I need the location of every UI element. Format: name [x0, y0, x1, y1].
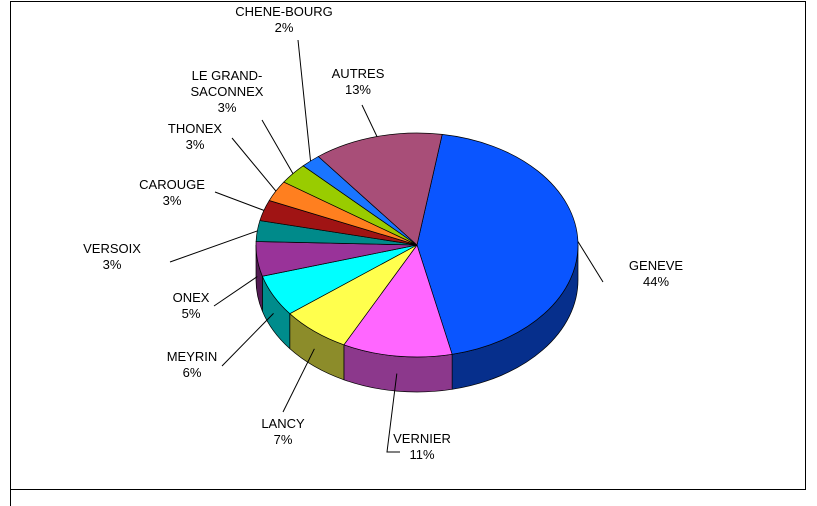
slice-percent: 3% [162, 193, 182, 208]
slice-name: VERNIER [393, 431, 451, 446]
slice-label: LE GRAND-SACONNEX 3% [177, 68, 277, 116]
slice-percent: 3% [185, 137, 205, 152]
slice-label: LANCY 7% [261, 416, 304, 448]
slice-name: CAROUGE [139, 177, 205, 192]
slice-name: LANCY [261, 416, 305, 431]
slice-name: ONEX [172, 290, 210, 305]
leader-line [213, 276, 258, 307]
slice-name: MEYRIN [166, 349, 218, 364]
slice-percent: 6% [182, 365, 202, 380]
slice-label: VERNIER 11% [393, 431, 451, 463]
slice-label: CHENE-BOURG 2% [235, 4, 333, 36]
slice-percent: 5% [181, 306, 201, 321]
slice [317, 132, 443, 246]
slice-name: VERSOIX [83, 241, 141, 256]
slice-percent: 7% [273, 432, 293, 447]
slice-label: THONEX 3% [168, 121, 222, 153]
slice-percent: 2% [274, 20, 294, 35]
slice-percent: 3% [102, 257, 122, 272]
leader-line [361, 104, 378, 137]
slice-label: VERSOIX 3% [83, 241, 141, 273]
slice-name: THONEX [167, 121, 223, 136]
leader-line [261, 119, 294, 174]
slice-percent: 44% [642, 274, 670, 289]
leader-line [577, 241, 604, 283]
leader-line [282, 348, 315, 413]
slice-percent: 11% [409, 447, 435, 462]
slice-label: ONEX 5% [173, 290, 210, 322]
slice-label: GENEVE 44% [629, 258, 683, 290]
slice-label: AUTRES 13% [332, 66, 385, 98]
slice-percent: 13% [344, 82, 372, 97]
slice-name: GENEVE [628, 258, 684, 273]
leader-line [297, 39, 312, 162]
slice [343, 244, 453, 358]
slice [416, 133, 579, 355]
slice-label: MEYRIN 6% [167, 349, 218, 381]
slice-name: LE GRAND-SACONNEX [190, 68, 264, 99]
leader-line [231, 137, 277, 192]
leader-line [169, 230, 258, 263]
slice-name: CHENE-BOURG [235, 4, 333, 19]
leader-line [214, 191, 265, 211]
slice-percent: 3% [217, 100, 237, 115]
leader-line [221, 312, 274, 367]
slice-label: CAROUGE 3% [139, 177, 205, 209]
leader-line [386, 373, 400, 453]
slice-name: AUTRES [331, 66, 385, 81]
